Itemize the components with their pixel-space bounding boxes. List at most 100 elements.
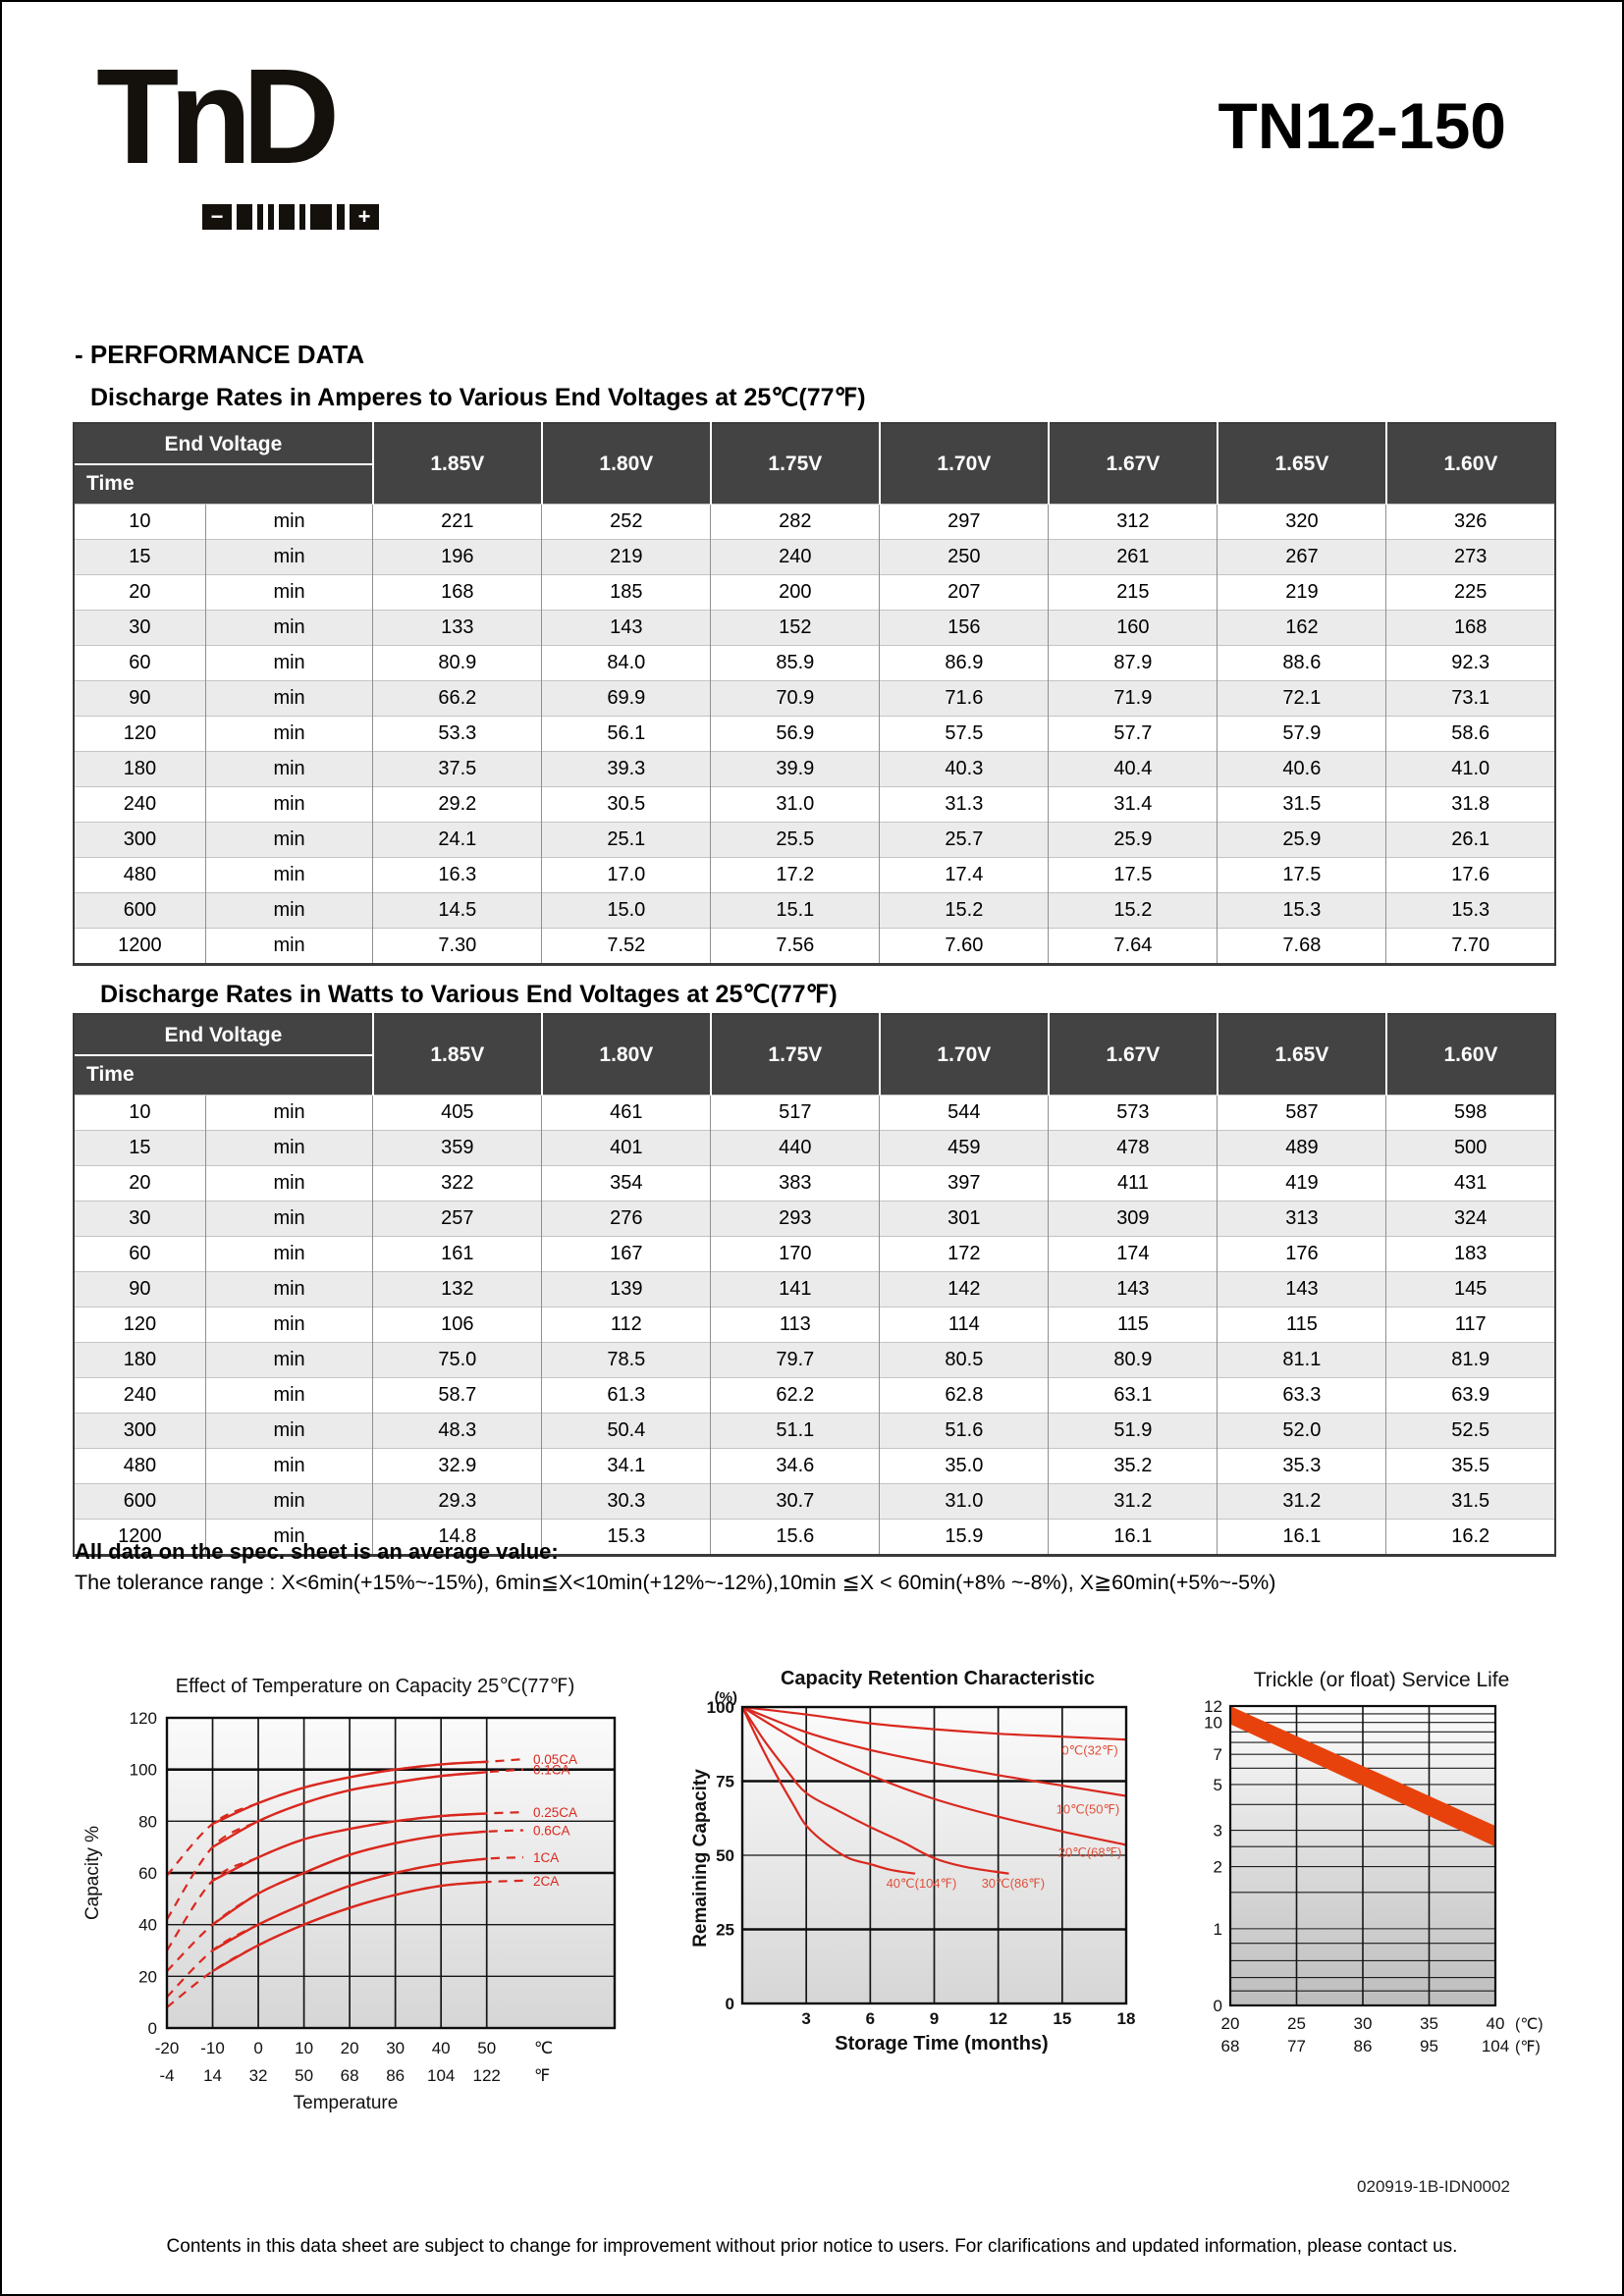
table-cell-value: 141 [710,1271,880,1308]
table-cell-value: 15.6 [710,1519,880,1556]
table-cell-value: 15.2 [879,892,1049,929]
table-row: 20 min 168 185 200 207 215 219 225 [74,574,1555,611]
table-row: 240 min 29.2 30.5 31.0 31.3 31.4 31.5 31.8 [74,786,1555,823]
table-cell-time: 180 [74,1342,206,1378]
table-cell-value: 267 [1217,539,1386,575]
table-cell-value: 40.6 [1217,751,1386,787]
table-cell-time: 30 [74,1201,206,1237]
curve-0.05CA [212,1760,487,1826]
table-cell-value: 15.0 [541,892,711,929]
table-cell-value: 200 [710,574,880,611]
capacity-retention-chart-svg: Capacity Retention Characteristic 0℃(32℉)… [690,1668,1135,2055]
table-cell-unit: min [204,822,373,858]
table-cell-value: 57.7 [1048,716,1218,752]
table-cell-value: 174 [1048,1236,1218,1272]
table-cell-value: 461 [541,1095,711,1131]
curve-dashed-0.05CA [166,1758,524,1877]
column-header-1.60V: 1.60V [1384,423,1555,505]
table-cell-value: 143 [1217,1271,1386,1308]
table-cell-value: 39.3 [541,751,711,787]
table-cell-value: 419 [1217,1165,1386,1201]
x-tick-label: 9 [930,2009,939,2028]
table-cell-time: 240 [74,786,206,823]
table-row: 20 min 322 354 383 397 411 419 431 [74,1165,1555,1201]
table-cell-value: 41.0 [1385,751,1555,787]
y-tick-label: 120 [130,1709,157,1728]
table-row: 300 min 24.1 25.1 25.5 25.7 25.9 25.9 26.1 [74,822,1555,858]
amperes-table: End Voltage Time 1.85V 1.80V 1.75V 1.70V 1.6… [73,422,1556,966]
table-cell-value: 51.9 [1048,1413,1218,1449]
table-cell-time: 30 [74,610,206,646]
table-cell-value: 63.9 [1385,1377,1555,1414]
table-cell-value: 168 [1385,610,1555,646]
table-cell-value: 63.3 [1217,1377,1386,1414]
table-cell-value: 7.52 [541,928,711,965]
series-label-0.25CA: 0.25CA [533,1805,577,1820]
y-tick-label: 75 [716,1773,734,1791]
table-cell-value: 40.3 [879,751,1049,787]
x-axis-title: Temperature [294,2093,399,2113]
x-tick-label: 86 [1354,2037,1373,2056]
table-cell-value: 112 [541,1307,711,1343]
table-cell-value: 80.9 [372,645,542,681]
table-cell-value: 293 [710,1201,880,1237]
table-cell-unit: min [204,1342,373,1378]
table-cell-value: 52.0 [1217,1413,1386,1449]
table-cell-value: 75.0 [372,1342,542,1378]
table-cell-value: 31.5 [1385,1483,1555,1520]
table-cell-value: 31.3 [879,786,1049,823]
table-cell-value: 145 [1385,1271,1555,1308]
table-cell-value: 115 [1048,1307,1218,1343]
table-cell-value: 66.2 [372,680,542,717]
x-tick-label: -4 [159,2066,174,2085]
table-cell-value: 53.3 [372,716,542,752]
x-tick-label: 40 [432,2039,451,2057]
table-cell-value: 225 [1385,574,1555,611]
series-label-2CA: 2CA [533,1874,559,1889]
table-cell-value: 88.6 [1217,645,1386,681]
table-cell-value: 440 [710,1130,880,1166]
table-cell-value: 16.2 [1385,1519,1555,1556]
table-cell-value: 544 [879,1095,1049,1131]
column-header-1.85V: 1.85V [371,423,542,505]
table-row: 30 min 257 276 293 301 309 313 324 [74,1201,1555,1237]
x-tick-label: 95 [1420,2037,1438,2056]
table-cell-time: 10 [74,1095,206,1131]
table-cell-value: 51.6 [879,1413,1049,1449]
table-cell-value: 31.2 [1217,1483,1386,1520]
table-cell-value: 72.1 [1217,680,1386,717]
table-cell-value: 29.3 [372,1483,542,1520]
table-cell-value: 7.30 [372,928,542,965]
x-tick-label: 104 [1482,2037,1509,2056]
curve-0.1CA [211,1771,487,1848]
table-cell-unit: min [204,1519,373,1556]
chart-title: Trickle (or float) Service Life [1254,1669,1510,1691]
table-cell-value: 309 [1048,1201,1218,1237]
table-cell-value: 320 [1217,504,1386,540]
table-cell-value: 71.9 [1048,680,1218,717]
trickle-service-life-chart: Trickle (or float) Service Life 12 10 7 5 3 2 1… [1185,1663,1622,2124]
table-cell-value: 84.0 [541,645,711,681]
table-cell-value: 17.5 [1217,857,1386,893]
table-cell-value: 80.9 [1048,1342,1218,1378]
y-tick-label: 10 [1204,1714,1222,1733]
table-row: 180 min 75.0 78.5 79.7 80.5 80.9 81.1 81.9 [74,1342,1555,1378]
table-cell-value: 7.60 [879,928,1049,965]
chart-title: Capacity Retention Characteristic [781,1668,1095,1689]
table-row: 480 min 32.9 34.1 34.6 35.0 35.2 35.3 35.5 [74,1448,1555,1484]
table-cell-value: 86.9 [879,645,1049,681]
table-cell-value: 15.3 [1385,892,1555,929]
table-cell-time: 600 [74,892,206,929]
table-cell-value: 167 [541,1236,711,1272]
barcode-bar [268,204,274,230]
end-voltage-label: End Voltage [75,424,372,465]
brand-logo-barcode: − + [202,204,379,230]
barcode-bar [299,204,305,230]
table-cell-value: 219 [1217,574,1386,611]
table-cell-value: 185 [541,574,711,611]
table-cell-value: 35.2 [1048,1448,1218,1484]
curve-20℃(68℉) [741,1706,1127,1846]
x-tick-label: -20 [155,2039,180,2057]
watts-table-title: Discharge Rates in Watts to Various End … [100,981,838,1008]
table-cell-time: 1200 [74,928,206,965]
